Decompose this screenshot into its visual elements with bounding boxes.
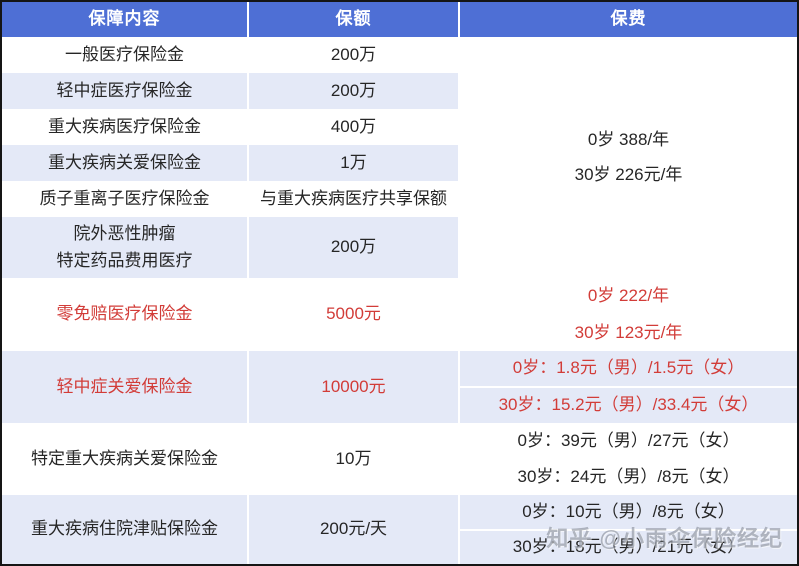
coverage-name-zero-deductible-medical: 零免赔医疗保险金	[56, 304, 193, 324]
coverage-name-mild-moderate-medical: 轻中症医疗保险金	[2, 73, 247, 109]
premium-line-age0: 0岁：39元（男）/27元（女）	[517, 430, 740, 450]
coverage-name-proton-heavy-ion: 质子重离子医疗保险金	[39, 188, 210, 208]
coverage-amount-proton-heavy-ion: 与重大疾病医疗共享保额	[260, 188, 447, 208]
coverage-amount-zero-deductible-medical: 5000元	[326, 304, 381, 324]
coverage-name-external-tumor-drugs: 院外恶性肿瘤 特定药品费用医疗	[2, 217, 247, 278]
column-header-premium: 保费	[460, 2, 797, 37]
coverage-amount-critical-illness-care: 1万	[249, 145, 458, 181]
premium-zero-deductible-medical: 0岁 222/年 30岁 123元/年	[460, 278, 797, 351]
premium-line-age0: 0岁：10元（男）/8元（女）	[522, 501, 735, 521]
coverage-name-specified-critical-illness-care: 特定重大疾病关爱保险金	[31, 448, 218, 468]
coverage-name-critical-illness-medical: 重大疾病医疗保险金	[48, 116, 201, 136]
coverage-amount-mild-moderate-medical: 200万	[249, 73, 458, 109]
premium-line-age30: 30岁：15.2元（男）/33.4元（女）	[460, 386, 797, 423]
coverage-name-hospital-allowance: 重大疾病住院津贴保险金	[2, 495, 247, 564]
premium-merged-rows1-6: 0岁 388/年 30岁 226元/年	[460, 37, 797, 278]
coverage-amount-hospital-allowance: 200元/天	[249, 495, 458, 564]
premium-hospital-allowance: 0岁：10元（男）/8元（女） 30岁：18元（男）/21元（女）	[460, 495, 797, 564]
premium-line-age30: 30岁：18元（男）/21元（女）	[460, 528, 797, 565]
premium-mild-moderate-care: 0岁：1.8元（男）/1.5元（女） 30岁：15.2元（男）/33.4元（女）	[460, 351, 797, 423]
coverage-amount-specified-critical-illness-care: 10万	[335, 448, 372, 468]
column-header-amount: 保额	[249, 2, 458, 37]
coverage-name-mild-moderate-care: 轻中症关爱保险金	[2, 351, 247, 423]
column-header-coverage: 保障内容	[2, 2, 247, 37]
coverage-amount-mild-moderate-care: 10000元	[249, 351, 458, 423]
coverage-name-general-medical: 一般医疗保险金	[65, 44, 184, 64]
coverage-amount-external-tumor-drugs: 200万	[249, 217, 458, 278]
premium-line-age30: 30岁：24元（男）/8元（女）	[517, 466, 740, 486]
premium-line-age0: 0岁：1.8元（男）/1.5元（女）	[512, 358, 745, 378]
premium-specified-critical-illness-care: 0岁：39元（男）/27元（女） 30岁：24元（男）/8元（女）	[460, 423, 797, 495]
coverage-name-critical-illness-care: 重大疾病关爱保险金	[2, 145, 247, 181]
premium-line-age0: 0岁 222/年	[587, 286, 670, 306]
coverage-amount-general-medical: 200万	[330, 44, 377, 64]
premium-line-age0: 0岁 388/年	[587, 129, 670, 149]
premium-line-age30: 30岁 226元/年	[574, 165, 683, 184]
coverage-amount-critical-illness-medical: 400万	[330, 116, 377, 136]
premium-line-age30: 30岁 123元/年	[574, 322, 683, 342]
